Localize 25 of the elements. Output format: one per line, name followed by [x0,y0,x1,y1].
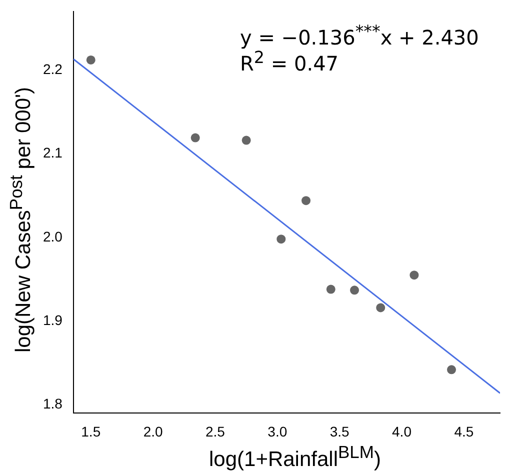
x-tick-label: 3.0 [268,423,288,440]
x-tick-label: 3.5 [330,423,350,440]
point [376,303,386,312]
point [86,55,96,64]
x-axis-title: log(1+Rainfall$^{BLM}$) [208,442,382,472]
point [447,365,456,374]
y-tick-label: 2.1 [42,144,63,161]
x-tick-label: 4.5 [454,423,474,440]
y-tick-label: 2.2 [42,60,63,77]
point [242,136,251,145]
point [326,284,336,294]
annotation: y = −0.136$^{***}$x + 2.430 [240,21,479,50]
point [302,196,311,206]
y-tick-label: 1.8 [42,396,63,412]
point [350,286,360,295]
annotation: R$^{2}$ = 0.47 [240,48,339,76]
point [276,234,286,244]
point [410,270,419,280]
x-tick-label: 4.0 [392,423,412,440]
x-tick-label: 2.5 [205,423,226,440]
y-tick-label: 1.9 [42,312,63,328]
y-tick-label: 2.0 [42,228,63,244]
x-tick-label: 1.5 [81,423,101,440]
x-tick-label: 2.0 [143,423,163,440]
point [190,133,200,142]
